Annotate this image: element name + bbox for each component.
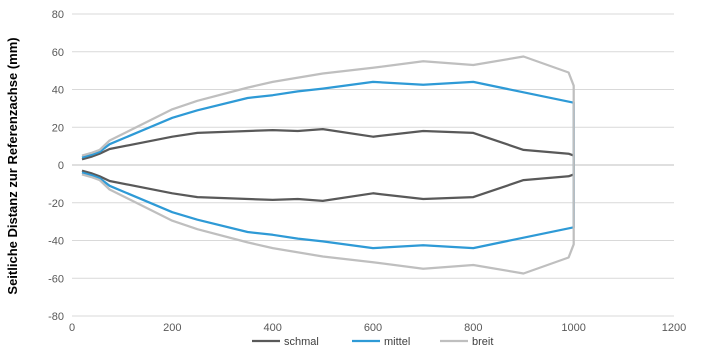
legend-label-schmal: schmal [284,336,319,348]
y-axis-title: Seitliche Distanz zur Referenzachse (mm) [5,37,20,294]
legend: schmal mittel breit [252,336,493,348]
y-tick-label: 20 [52,122,64,134]
legend-label-mittel: mittel [384,336,410,348]
x-tick-label: 1200 [662,322,686,334]
y-tick-label: 60 [52,47,64,59]
x-tick-label: 200 [163,322,181,334]
series-lines [81,55,575,275]
legend-label-breit: breit [472,336,493,348]
y-tick-label: 40 [52,85,64,97]
y-tick-label: -80 [48,311,64,323]
y-tick-label: -20 [48,198,64,210]
x-tick-label: 1000 [561,322,585,334]
x-tick-label: 800 [464,322,482,334]
series-line-breit [81,55,575,275]
y-tick-label: -40 [48,236,64,248]
x-tick-label: 400 [263,322,281,334]
x-tick-label: 0 [69,322,75,334]
y-tick-label: -60 [48,273,64,285]
y-tick-label: 80 [52,9,64,21]
x-tick-label: 600 [364,322,382,334]
y-tick-label: 0 [58,160,64,172]
